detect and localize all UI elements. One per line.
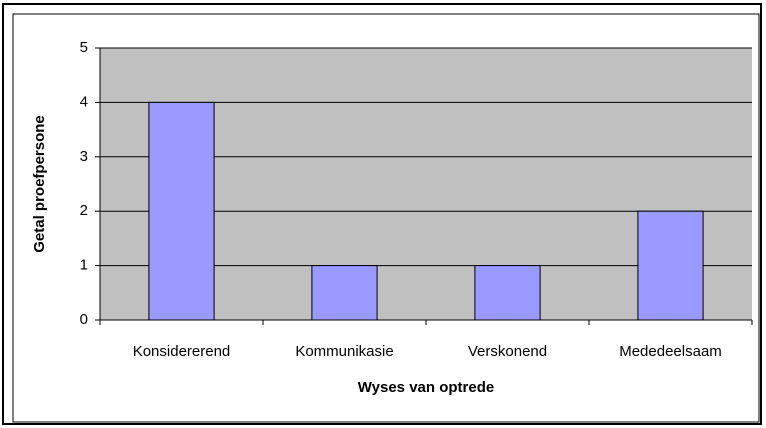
x-tick-label: Verskonend	[468, 343, 547, 360]
y-tick-label: 2	[80, 202, 88, 219]
y-tick-label: 5	[80, 39, 88, 56]
x-tick-label: Konsidererend	[133, 343, 231, 360]
chart-inner-frame	[12, 13, 760, 423]
x-tick-label: Kommunikasie	[295, 343, 393, 360]
y-axis-title: Getal proefpersone	[31, 115, 48, 253]
y-tick-label: 4	[80, 93, 88, 110]
x-axis-title: Wyses van optrede	[358, 379, 494, 396]
y-tick-label: 1	[80, 257, 88, 274]
bar	[474, 265, 541, 321]
y-tick-label: 0	[80, 311, 88, 328]
bar	[637, 210, 704, 321]
bar	[311, 265, 378, 321]
x-tick-label: Mededeelsaam	[619, 343, 722, 360]
bar	[148, 101, 215, 321]
y-tick-label: 3	[80, 148, 88, 165]
